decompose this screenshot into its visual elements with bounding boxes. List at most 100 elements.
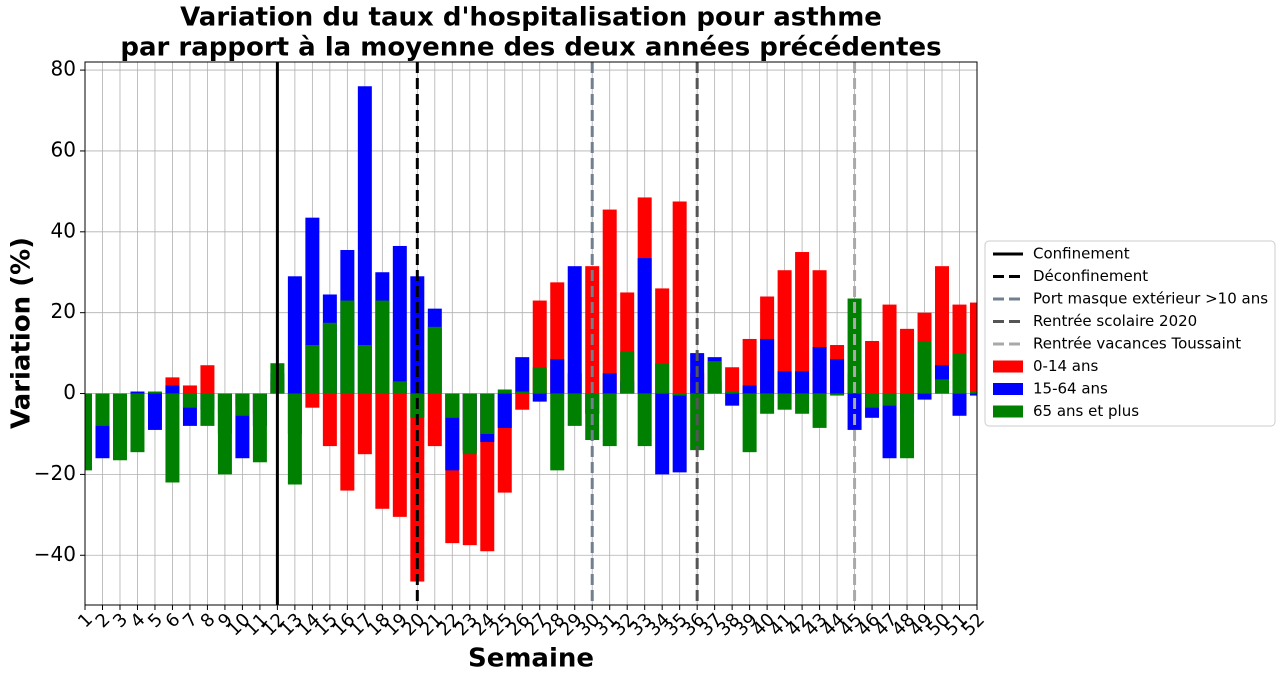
bar bbox=[620, 351, 635, 394]
legend-swatch bbox=[993, 405, 1023, 418]
bar bbox=[322, 322, 337, 394]
bar bbox=[375, 393, 390, 509]
bar bbox=[217, 393, 232, 475]
legend-label: Port masque extérieur >10 ans bbox=[1033, 290, 1268, 308]
bar bbox=[830, 359, 845, 394]
bar bbox=[322, 393, 337, 447]
bar bbox=[305, 345, 320, 394]
bar bbox=[602, 393, 617, 447]
legend-swatch bbox=[993, 360, 1023, 373]
bar bbox=[550, 393, 565, 471]
bar bbox=[777, 270, 792, 394]
bar bbox=[725, 367, 740, 394]
legend-label: Rentrée vacances Toussaint bbox=[1033, 335, 1241, 353]
bar bbox=[165, 393, 180, 483]
bar bbox=[462, 393, 477, 455]
bar bbox=[497, 393, 512, 428]
bar bbox=[200, 365, 215, 394]
bar bbox=[935, 266, 950, 394]
bar bbox=[392, 381, 407, 394]
bar bbox=[515, 393, 530, 410]
bar bbox=[742, 338, 757, 394]
bar bbox=[305, 393, 320, 408]
bar bbox=[130, 391, 145, 394]
legend-label: 65 ans et plus bbox=[1033, 402, 1139, 420]
bar bbox=[970, 302, 977, 394]
bar bbox=[882, 393, 897, 406]
bar bbox=[357, 86, 372, 394]
event-lines bbox=[275, 62, 857, 605]
bar bbox=[707, 361, 722, 394]
bar bbox=[392, 393, 407, 517]
bar bbox=[182, 393, 197, 408]
legend-label: Confinement bbox=[1033, 245, 1130, 263]
bar bbox=[760, 338, 775, 394]
bar bbox=[952, 393, 967, 416]
bar bbox=[85, 393, 92, 471]
chart-title: Variation du taux d'hospitalisation pour… bbox=[180, 3, 882, 33]
bar bbox=[795, 371, 810, 394]
bar bbox=[952, 353, 967, 394]
bar bbox=[637, 258, 652, 394]
bar bbox=[147, 393, 162, 430]
y-tick-label: 20 bbox=[51, 299, 76, 323]
bar bbox=[375, 300, 390, 394]
bar bbox=[480, 393, 495, 434]
legend-box bbox=[984, 240, 1276, 427]
bar bbox=[655, 363, 670, 394]
bar bbox=[812, 347, 827, 394]
bar bbox=[970, 391, 977, 394]
grid bbox=[84, 62, 978, 605]
legend-label: Déconfinement bbox=[1033, 267, 1148, 285]
bar bbox=[742, 393, 757, 453]
bar bbox=[725, 391, 740, 394]
bar bbox=[882, 393, 897, 459]
bar bbox=[847, 393, 862, 430]
legend-label: Rentrée scolaire 2020 bbox=[1033, 312, 1197, 330]
bar bbox=[252, 393, 267, 463]
bar bbox=[637, 393, 652, 447]
bar bbox=[515, 391, 530, 394]
bar bbox=[427, 326, 442, 394]
y-tick-label: 60 bbox=[51, 137, 76, 161]
bar bbox=[760, 393, 775, 414]
bar bbox=[497, 389, 512, 394]
bar bbox=[882, 304, 897, 394]
bar bbox=[672, 201, 687, 394]
bar bbox=[847, 298, 862, 394]
bar bbox=[970, 393, 977, 396]
bar bbox=[287, 276, 302, 394]
ticks: −40−200204060801234567891011121314151617… bbox=[34, 57, 989, 641]
bar bbox=[287, 393, 302, 485]
bar bbox=[130, 393, 145, 453]
bar bbox=[532, 367, 547, 394]
y-tick-label: 0 bbox=[63, 380, 76, 404]
bar bbox=[550, 359, 565, 394]
x-axis-label: Semaine bbox=[468, 644, 594, 674]
bar bbox=[147, 391, 162, 394]
bar bbox=[742, 385, 757, 394]
bar bbox=[900, 393, 915, 459]
bar bbox=[672, 393, 687, 396]
y-tick-label: 40 bbox=[51, 218, 76, 242]
y-tick-label: −40 bbox=[34, 542, 76, 566]
bar bbox=[935, 379, 950, 394]
legend-label: 15-64 ans bbox=[1033, 380, 1108, 398]
legend-swatch bbox=[993, 383, 1023, 395]
bar bbox=[777, 393, 792, 410]
bar bbox=[865, 340, 880, 394]
bar bbox=[567, 266, 582, 394]
bar bbox=[182, 385, 197, 394]
x-tick-label: 52 bbox=[958, 609, 989, 640]
bar bbox=[602, 373, 617, 394]
bar bbox=[917, 340, 932, 394]
plot-frame bbox=[84, 61, 978, 606]
bar bbox=[812, 393, 827, 428]
bar bbox=[900, 328, 915, 394]
bar bbox=[795, 252, 810, 394]
bar bbox=[392, 245, 407, 394]
bar bbox=[427, 393, 442, 447]
bar bbox=[567, 393, 582, 426]
bar bbox=[725, 393, 740, 406]
bar bbox=[865, 393, 880, 408]
